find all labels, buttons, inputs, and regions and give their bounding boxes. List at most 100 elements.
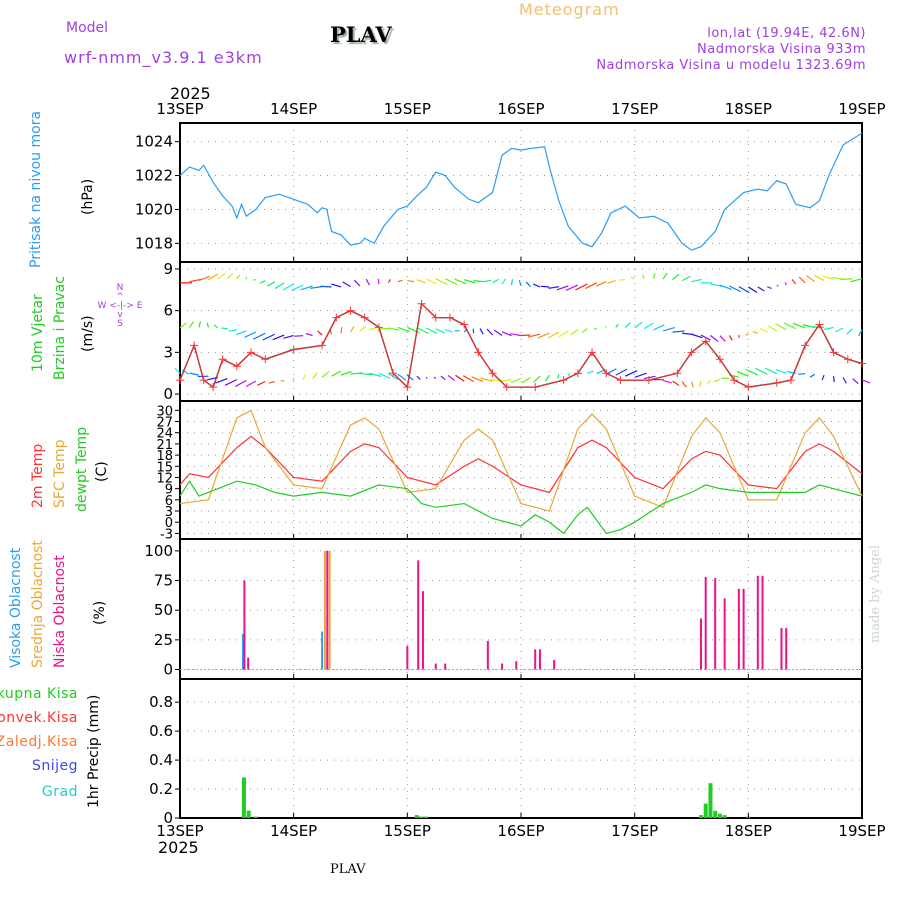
wind-arrow xyxy=(359,372,373,376)
wind-arrow xyxy=(784,282,787,286)
wind-speed-point xyxy=(602,369,611,378)
y-tick-label: 0.6 xyxy=(149,722,173,740)
wind-speed-point xyxy=(744,383,753,392)
y-tick-label: 0 xyxy=(163,385,173,403)
wind-arrow xyxy=(312,372,318,379)
precip-bar xyxy=(713,810,718,818)
wind-arrow xyxy=(189,278,202,283)
wind-arrow xyxy=(662,379,672,384)
y-tick-label: 6 xyxy=(165,494,173,509)
wind-arrow xyxy=(738,286,750,294)
year-top: 2025 xyxy=(170,84,211,103)
wind-arrow xyxy=(691,278,702,283)
wind-arrow xyxy=(217,272,226,280)
wind-arrow xyxy=(455,374,465,382)
wind-arrow xyxy=(292,377,295,381)
wind-speed-point xyxy=(687,348,696,357)
precip-bar xyxy=(424,816,429,818)
wind-arrow xyxy=(331,370,341,377)
wind-arrow xyxy=(416,279,426,284)
wind-speed-point xyxy=(843,355,852,364)
wind-arrow xyxy=(189,372,200,376)
wind-speed-point xyxy=(289,345,298,354)
wind-arrow xyxy=(802,324,815,329)
wind-arrow xyxy=(174,367,181,374)
wind-arrow xyxy=(548,286,559,289)
wind-arrow xyxy=(317,330,323,336)
x-tick-label-bottom: 19SEP xyxy=(838,822,885,840)
wind-arrow xyxy=(672,330,685,333)
wind-speed-point xyxy=(588,348,597,357)
wind-arrow xyxy=(706,380,711,385)
wind-arrow xyxy=(831,276,844,280)
cloud-low-bar xyxy=(785,627,788,670)
wind-arrow xyxy=(630,276,635,280)
cloud-low-bar xyxy=(515,661,518,670)
wind-arrow xyxy=(397,326,410,333)
wind-speed-point xyxy=(332,313,341,322)
wind-arrow xyxy=(259,280,266,284)
cloud-low-bar xyxy=(444,663,447,670)
cloud-mid-bar xyxy=(328,550,331,670)
wind-arrow xyxy=(518,280,522,287)
wind-arrow xyxy=(377,278,380,285)
wind-speed-point xyxy=(730,376,739,385)
cloud-low-bar xyxy=(406,645,409,670)
wind-arrow xyxy=(672,273,680,281)
wind-arrow xyxy=(510,377,522,383)
wind-speed-point xyxy=(488,369,497,378)
wind-arrow xyxy=(624,322,631,328)
y-tick-label: 1024 xyxy=(135,133,173,151)
wind-arrow xyxy=(321,370,330,378)
wind-speed-point xyxy=(616,376,625,385)
wind-arrow xyxy=(262,333,275,341)
elevation: Nadmorska Visina 933m xyxy=(697,42,866,57)
wind-arrow xyxy=(236,274,241,280)
wind-arrow xyxy=(331,283,342,288)
wind-arrow xyxy=(713,379,721,383)
wind-arrow xyxy=(510,279,514,286)
cloud-low-bar xyxy=(326,550,329,670)
2m-temp-line xyxy=(179,435,863,494)
y-tick-label: 3 xyxy=(163,343,173,361)
wind-arrow xyxy=(653,324,665,331)
wind-arrow xyxy=(644,375,656,380)
wind-arrow xyxy=(783,322,796,330)
y-tick-label: 6 xyxy=(163,302,173,320)
y-tick-label: 24 xyxy=(156,427,173,442)
wind-arrow xyxy=(244,331,257,338)
wind-arrow xyxy=(291,284,304,291)
wind-speed-point xyxy=(232,362,241,371)
x-tick-label-bottom: 16SEP xyxy=(497,822,544,840)
y-tick-label: 15 xyxy=(156,460,173,475)
y-tick-label: 50 xyxy=(154,601,173,619)
wind-arrow xyxy=(235,379,247,388)
wind-arrow xyxy=(710,283,723,288)
x-tick-label-bottom: 14SEP xyxy=(270,822,317,840)
x-tick-label-top: 18SEP xyxy=(725,100,772,118)
wind-speed-point xyxy=(417,299,426,308)
wind-arrow xyxy=(426,327,438,335)
compass-s: S xyxy=(117,319,123,329)
wind-speed-point xyxy=(858,359,866,368)
wind-arrow xyxy=(365,278,370,286)
x-tick-label-top: 19SEP xyxy=(838,100,885,118)
y-tick-label: 0 xyxy=(163,809,173,827)
wind-arrow xyxy=(672,380,680,387)
wind-arrow xyxy=(653,273,656,279)
wind-arrow xyxy=(378,372,391,379)
x-tick-label-top: 16SEP xyxy=(497,100,544,118)
wind-speed-point xyxy=(360,313,369,322)
wind-arrow xyxy=(188,321,195,328)
wind-arrow xyxy=(300,285,313,291)
wind-arrow xyxy=(759,327,768,333)
wind-arrow xyxy=(283,334,294,339)
precip-bar xyxy=(241,777,246,818)
precip-bar xyxy=(722,815,727,818)
model-elevation: Nadmorska Visina u modelu 1323.69m xyxy=(596,58,866,73)
wind-arrow xyxy=(198,321,202,328)
wind-speed-point xyxy=(431,313,440,322)
wind-speed-point xyxy=(346,306,355,315)
wind-speed-point xyxy=(176,376,184,385)
y-tick-label: 27 xyxy=(156,416,173,431)
